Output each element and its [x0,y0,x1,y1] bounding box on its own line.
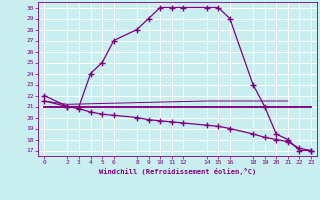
X-axis label: Windchill (Refroidissement éolien,°C): Windchill (Refroidissement éolien,°C) [99,168,256,175]
